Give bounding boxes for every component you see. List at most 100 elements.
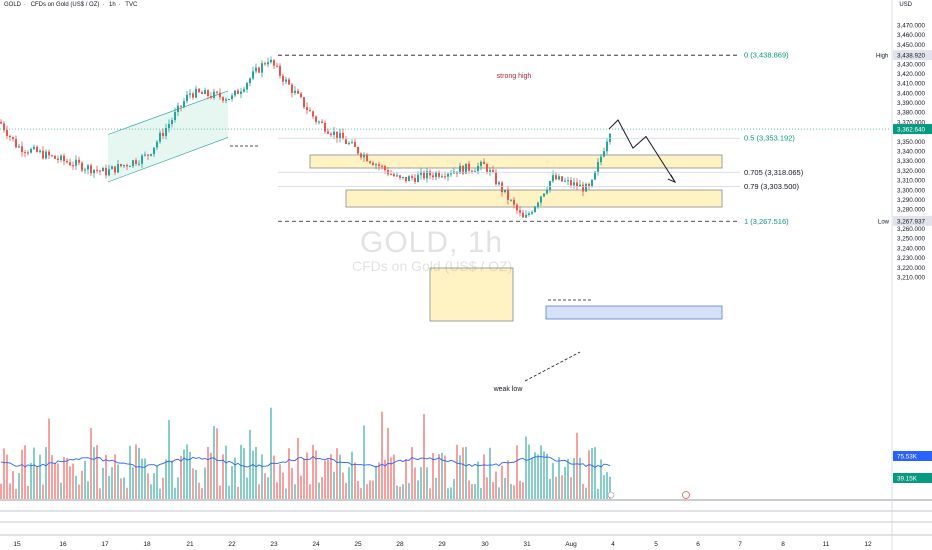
symbol-name[interactable]: GOLD	[4, 2, 22, 8]
volume-bar	[363, 425, 365, 499]
volume-bar	[471, 484, 473, 499]
candle-body	[327, 131, 329, 134]
candle-body	[135, 160, 137, 164]
volume-bar	[366, 484, 368, 499]
candle-body	[609, 133, 611, 142]
candle	[189, 89, 191, 99]
volume-bar	[222, 454, 224, 499]
volume-bar	[582, 483, 584, 499]
volume-bar	[588, 450, 590, 499]
candle-body	[207, 90, 209, 97]
volume-bar	[108, 475, 110, 499]
fib-label: 0.79 (3,303.500)	[744, 182, 800, 191]
volume-bar	[228, 485, 230, 499]
projection-arrow-head	[667, 174, 677, 184]
volume-bar	[117, 464, 119, 499]
volume-bar	[537, 454, 539, 499]
candle-body	[126, 164, 128, 167]
candle	[366, 153, 368, 162]
price-tick-label: 3,230.000	[897, 255, 926, 262]
candle	[237, 88, 239, 95]
candle	[507, 185, 509, 205]
candle	[273, 59, 275, 70]
volume-bar	[51, 455, 53, 499]
high-tag-value-bg	[893, 50, 932, 61]
candle-body	[471, 170, 473, 172]
candle	[489, 167, 491, 176]
volume-bar	[330, 454, 332, 499]
candle-body	[420, 171, 422, 175]
candle	[207, 89, 209, 100]
candle	[270, 56, 272, 64]
candle	[246, 81, 248, 93]
candle-body	[75, 159, 77, 166]
candle	[195, 85, 197, 99]
volume-bar	[210, 452, 212, 499]
volume-bar	[603, 475, 605, 499]
interval-label[interactable]: 1h	[109, 2, 116, 8]
candle-body	[120, 164, 122, 167]
candle-body	[282, 75, 284, 82]
candle-body	[324, 122, 326, 132]
volume-bar	[141, 458, 143, 499]
candle	[426, 167, 428, 183]
candle	[531, 210, 533, 215]
candle	[558, 173, 560, 181]
price-tick-label: 3,390.000	[897, 100, 926, 107]
candle-body	[165, 128, 167, 137]
candle	[513, 197, 515, 209]
candle-body	[450, 173, 452, 175]
candle-body	[339, 132, 341, 139]
candle	[132, 159, 134, 169]
volume-bar	[498, 487, 500, 499]
low-tag-value-bg	[893, 215, 932, 226]
candle-body	[276, 65, 278, 67]
candle	[177, 102, 179, 117]
volume-bar	[186, 444, 188, 499]
volume-bar	[357, 480, 359, 499]
candle-body	[123, 164, 125, 167]
volume-bar	[126, 487, 128, 499]
volume-bar	[447, 488, 449, 499]
candle	[51, 154, 53, 157]
volume-bar	[336, 448, 338, 499]
currency-label[interactable]: USD	[899, 2, 912, 8]
candle	[123, 164, 125, 168]
candle	[18, 143, 20, 149]
price-tick-label: 3,250.000	[897, 236, 926, 243]
volume-bar	[57, 463, 59, 499]
candle	[609, 132, 611, 145]
candle-body	[363, 154, 365, 158]
candle	[201, 90, 203, 95]
candle	[447, 172, 449, 182]
candle-body	[111, 166, 113, 170]
low-tag-label: Low	[878, 219, 890, 225]
event-marker-icon[interactable]	[607, 491, 615, 499]
last-price-tag: 3,362.640	[897, 127, 926, 134]
candle-body	[429, 171, 431, 176]
candle	[24, 149, 26, 157]
candle-body	[372, 162, 374, 166]
volume-ma-line	[0, 455, 611, 468]
price-tick-label: 3,430.000	[897, 61, 926, 68]
candle	[120, 163, 122, 168]
candle-body	[378, 164, 380, 166]
volume-bar	[525, 436, 527, 499]
candle	[498, 180, 500, 187]
volume-bar	[519, 480, 521, 499]
volume-bar	[165, 459, 167, 499]
time-tick-label: 15	[13, 541, 21, 548]
candle-body	[258, 67, 260, 73]
candle	[543, 193, 545, 198]
volume-bar	[162, 477, 164, 499]
candle	[117, 159, 119, 174]
economic-event-icon[interactable]	[682, 491, 690, 499]
candle-body	[495, 172, 497, 185]
watermark-symbol: GOLD, 1h	[360, 226, 504, 259]
candle	[138, 160, 140, 167]
candle-body	[600, 156, 602, 163]
volume-bar	[384, 459, 386, 499]
volume-bar	[294, 484, 296, 499]
volume-bar	[426, 467, 428, 499]
